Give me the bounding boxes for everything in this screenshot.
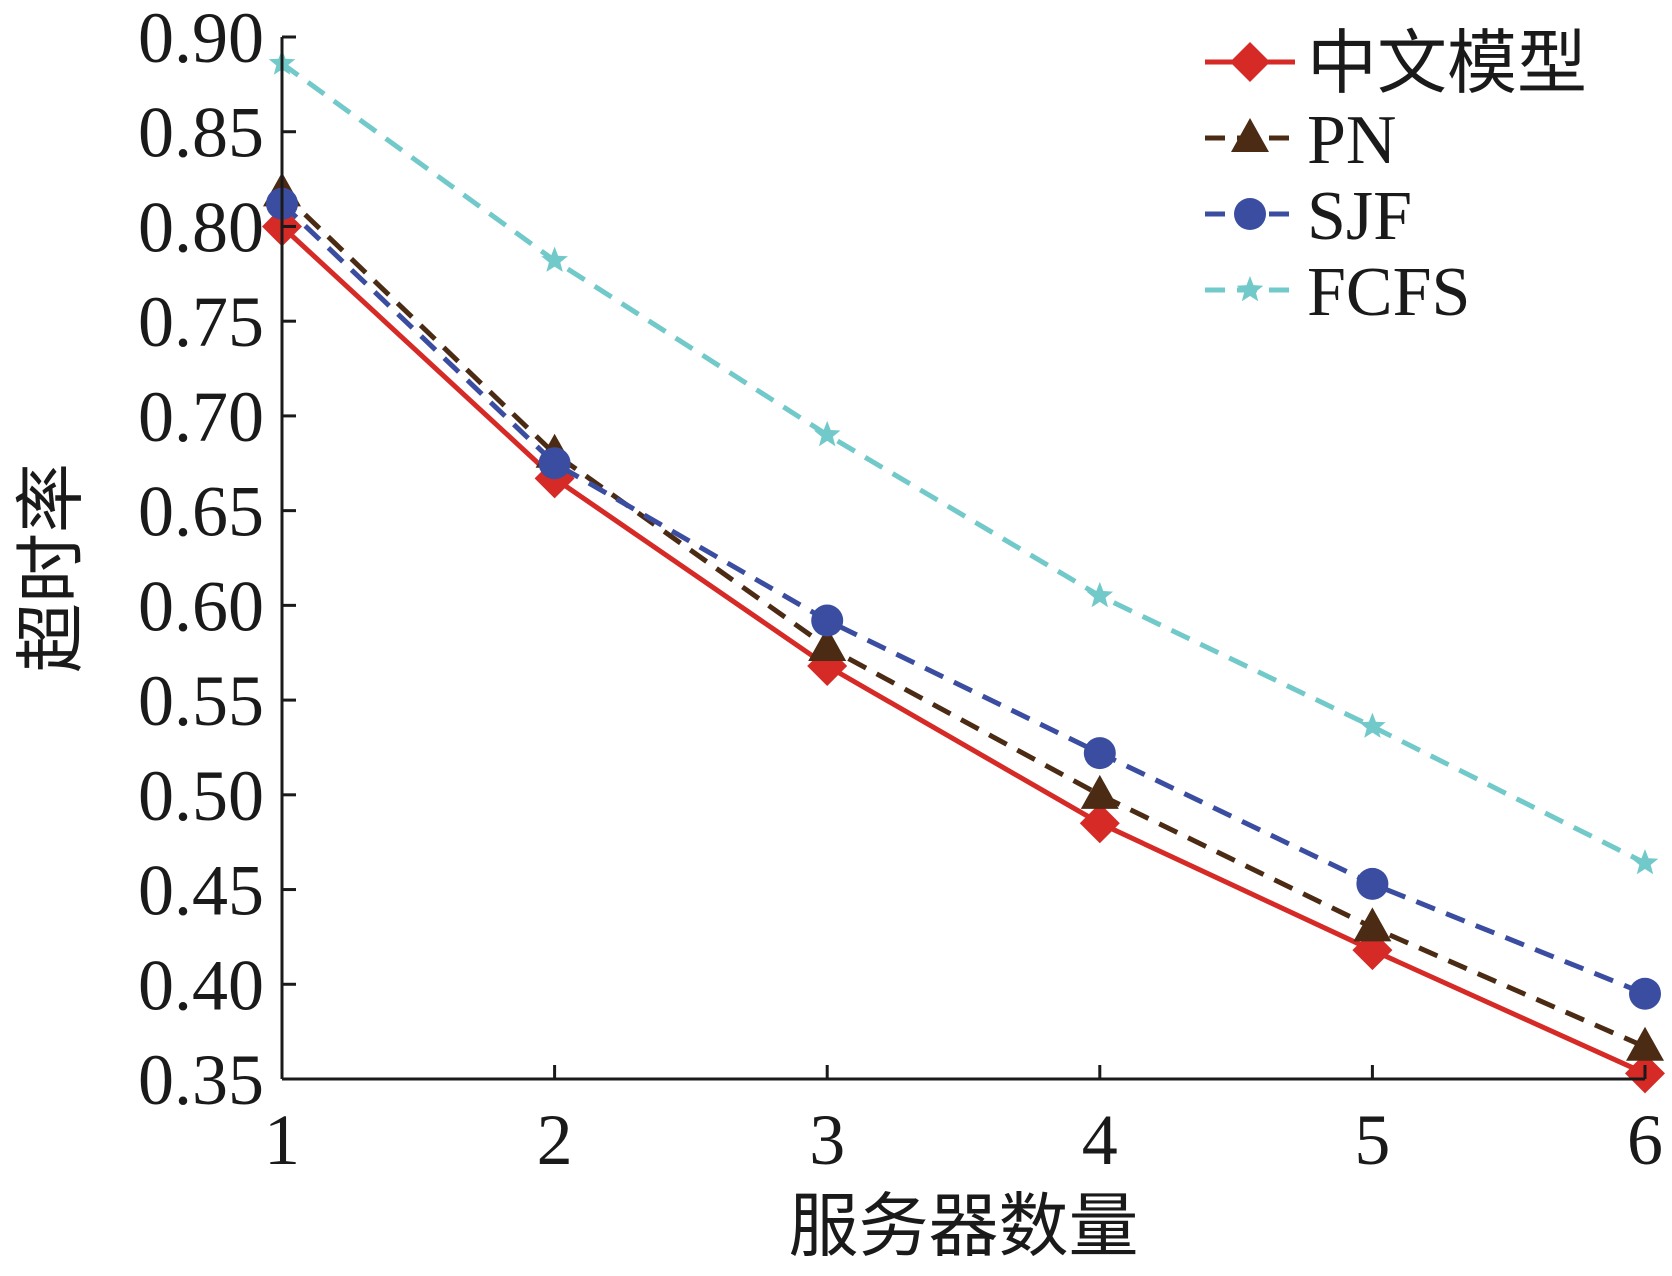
data-point [1359,712,1386,738]
legend-marker [1236,276,1264,302]
y-tick-label: 0.35 [138,1040,264,1120]
data-point [1631,849,1659,875]
data-point [1083,737,1116,770]
x-ticks: 1 2 3 4 5 6 [264,1065,1663,1180]
y-axis-title: 超时率 [10,463,92,673]
data-point [808,627,847,662]
legend-marker [1234,198,1266,230]
legend-item: SJF [1205,178,1412,255]
series-layer [262,49,1665,1094]
axes [280,37,1645,1081]
data-point [811,604,844,637]
y-tick-label: 0.45 [138,851,264,931]
data-point [541,246,568,272]
y-tick-label: 0.65 [138,472,264,552]
legend-item: 中文模型 [1205,26,1587,103]
series-line [280,201,1646,997]
x-axis-title: 服务器数量 [789,1185,1139,1267]
series-line [280,61,1647,866]
y-tick-label: 0.40 [138,945,264,1025]
data-point [1079,803,1120,844]
y-tick-label: 0.70 [138,377,264,457]
data-point [1629,977,1661,1010]
legend-label: 中文模型 [1307,26,1587,103]
data-point [1353,907,1392,942]
data-point [813,420,841,447]
legend-label: SJF [1307,178,1412,255]
x-tick-label: 1 [264,1100,300,1180]
legend-item: PN [1205,102,1396,179]
y-tick-label: 0.50 [138,756,264,836]
series-3 [266,187,1661,1010]
x-tick-label: 4 [1082,1100,1118,1180]
series-1 [262,206,1665,1094]
y-tick-label: 0.75 [138,282,264,362]
series-line [280,224,1647,1076]
x-tick-label: 2 [537,1100,573,1180]
data-point [1080,774,1119,809]
y-tick-label: 0.90 [138,0,264,78]
legend-marker [1230,42,1270,82]
y-tick-label: 0.80 [138,187,264,267]
data-point [1356,867,1389,900]
legend-label: FCFS [1307,254,1470,331]
data-point [538,447,571,480]
y-tick-label: 0.85 [138,93,264,173]
x-tick-label: 6 [1627,1100,1663,1180]
y-ticks: 0.90 0.85 0.80 0.75 0.70 0.65 0.60 0.55 0.50 0.45… [138,0,296,1120]
y-tick-label: 0.60 [138,566,264,646]
series-line [280,190,1647,1050]
data-point [1086,581,1114,608]
y-tick-label: 0.55 [138,661,264,741]
legend-label: PN [1307,102,1396,179]
x-tick-label: 5 [1354,1100,1390,1180]
data-point [1626,1026,1664,1061]
legend-item: FCFS [1205,254,1470,331]
x-tick-label: 3 [809,1100,845,1180]
series-4 [268,49,1659,875]
legend-marker [1231,118,1269,152]
